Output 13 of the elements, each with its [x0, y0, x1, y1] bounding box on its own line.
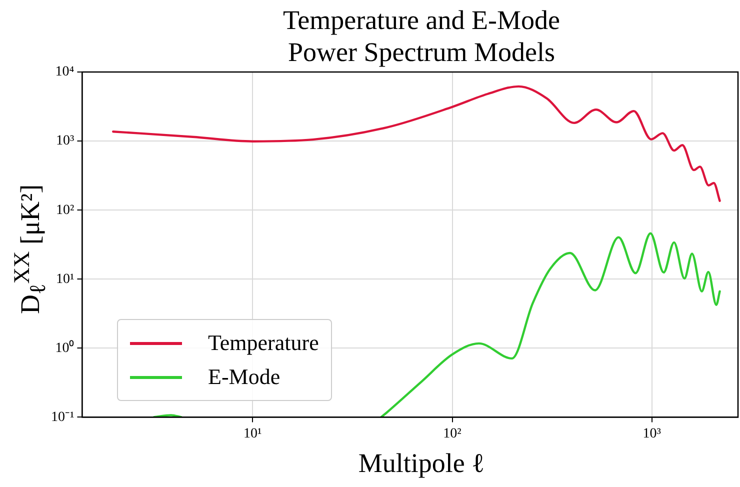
legend-label: E-Mode	[208, 364, 280, 390]
x-tick-label: 10²	[443, 426, 462, 442]
y-tick-label: 10³	[56, 134, 74, 149]
x-axis-title: Multipole ℓ	[357, 448, 486, 479]
y-tick-label: 10¹	[56, 272, 74, 287]
x-tick-label: 10³	[642, 426, 661, 442]
y-tick-label: 10⁴	[55, 64, 74, 80]
chart-title: Temperature and E-Mode Power Spectrum Models	[282, 4, 561, 68]
y-tick-label: 10⁰	[55, 340, 74, 356]
x-tick-label: 10¹	[244, 426, 262, 442]
y-tick-label: 10⁻¹	[50, 410, 74, 425]
y-tick-label: 10²	[56, 202, 74, 218]
legend-label: Temperature	[208, 330, 319, 356]
